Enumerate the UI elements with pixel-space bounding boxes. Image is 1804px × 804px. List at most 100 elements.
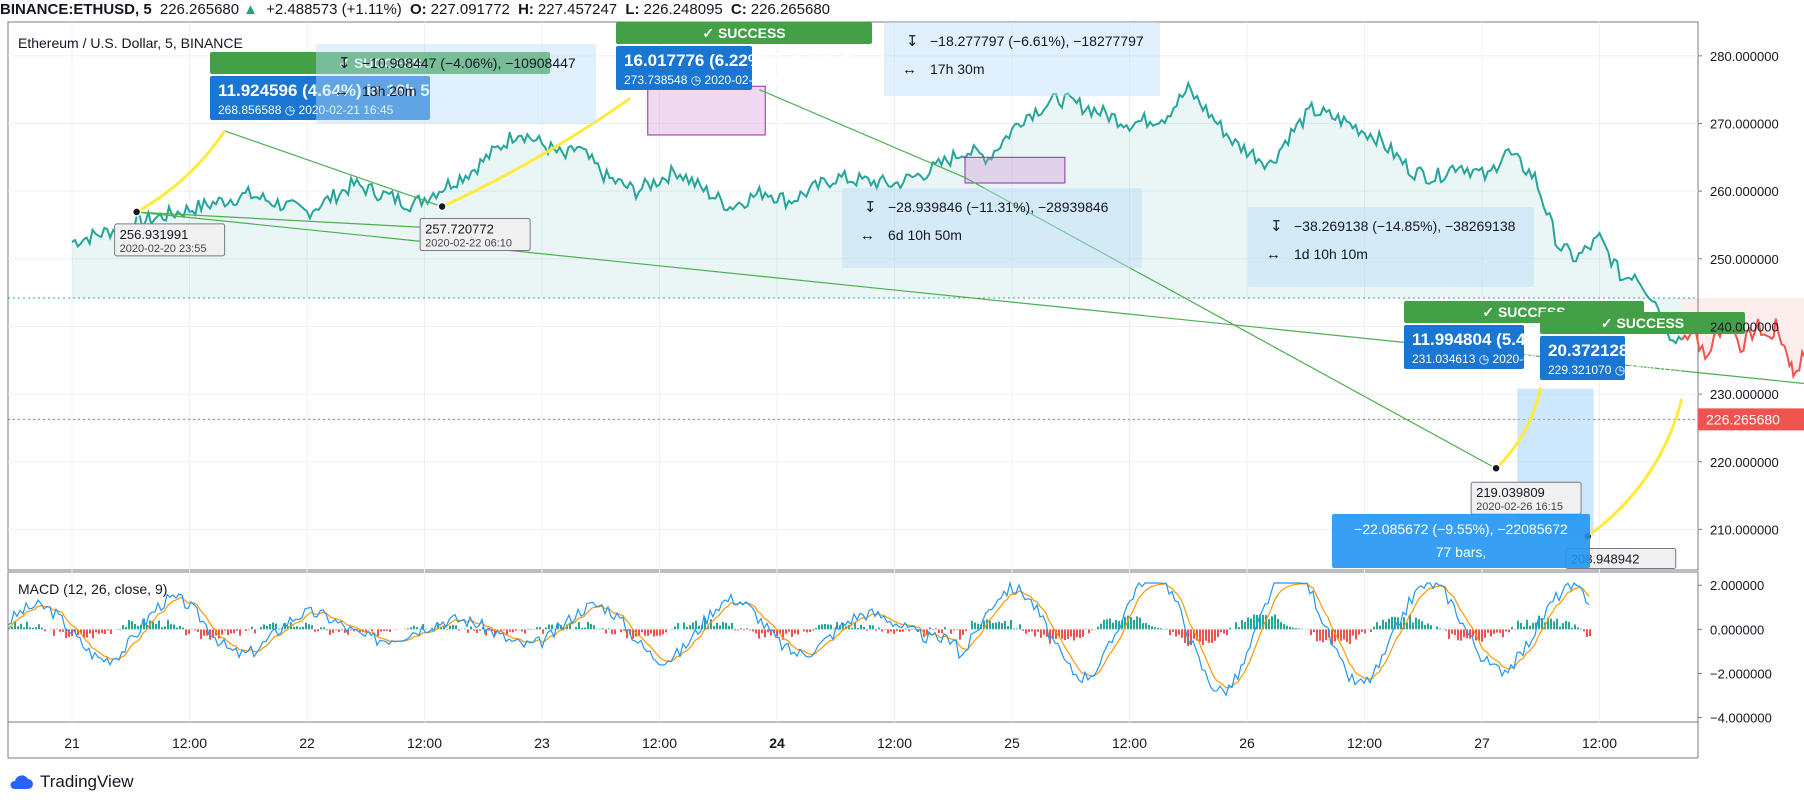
macd-bar: [1451, 629, 1453, 634]
macd-bar: [779, 629, 781, 635]
measure-price-label: −18.277797 (−6.61%), −18277797: [930, 33, 1144, 49]
macd-bar: [749, 629, 751, 631]
macd-bar: [416, 627, 418, 630]
macd-bar: [1229, 627, 1231, 630]
macd-bar: [1325, 629, 1327, 641]
success-annotation: ✓ SUCCESS 11.924596 (4.64%) in 16h 50m 268…: [210, 52, 550, 120]
macd-bar: [44, 629, 46, 632]
macd-bar: [1034, 629, 1036, 637]
macd-bar: [926, 629, 928, 636]
macd-bar: [53, 629, 55, 636]
macd-bar: [824, 623, 826, 630]
macd-bar: [554, 629, 556, 631]
macd-bar: [65, 629, 67, 639]
measure-time-label: 13h 20m: [362, 83, 416, 99]
macd-bar: [89, 629, 91, 634]
macd-bar: [1457, 629, 1459, 641]
macd-bar: [1250, 618, 1252, 630]
macd-bar: [581, 628, 583, 630]
measure-price-label: −28.939846 (−11.31%), −28939846: [888, 199, 1109, 215]
success-price-label: 231.034613 ◷ 2020-02-: [1412, 352, 1541, 366]
measure-price-label: −10.908447 (−4.06%), −10908447: [362, 55, 576, 71]
macd-bar: [446, 629, 448, 631]
measure-box: [1248, 207, 1534, 287]
macd-bar: [32, 627, 34, 630]
macd-bar: [422, 624, 424, 630]
macd-bar: [782, 629, 784, 640]
macd-bar: [1136, 616, 1138, 630]
macd-bar: [1379, 625, 1381, 630]
macd-bar: [1016, 628, 1018, 630]
macd-bar: [1211, 629, 1213, 643]
macd-bar: [1052, 629, 1054, 639]
macd-bar: [1382, 619, 1384, 630]
macd-bar: [344, 629, 346, 633]
macd-bar: [1388, 618, 1390, 630]
success-gain-label: 11.924596 (4.64%) in 16h 50m: [218, 81, 454, 100]
macd-bar: [998, 621, 1000, 630]
macd-bar: [941, 629, 943, 634]
macd-bar: [182, 627, 184, 630]
macd-bar: [638, 629, 640, 636]
macd-bar: [1193, 629, 1195, 639]
symbol-name: BINANCE:ETHUSD, 5: [0, 1, 152, 18]
macd-bar: [1376, 622, 1378, 630]
macd-bar: [62, 629, 64, 632]
point-label-box: [419, 218, 531, 252]
tradingview-logo[interactable]: TradingView: [8, 770, 134, 794]
macd-bar: [1340, 629, 1342, 641]
macd-bar: [1109, 618, 1111, 630]
macd-histogram: [8, 614, 1591, 646]
price-range-icon: ↧: [906, 33, 919, 50]
macd-bar: [503, 629, 505, 631]
macd-bar: [185, 629, 187, 636]
time-tick-label: 26: [1239, 735, 1255, 751]
price-tick-label: 260.000000: [1710, 184, 1779, 199]
macd-bar: [1235, 622, 1237, 630]
macd-bar: [1430, 625, 1432, 630]
macd-bar: [1391, 616, 1393, 630]
yellow-arrow: [1586, 398, 1684, 538]
macd-bar: [1115, 619, 1117, 630]
macd-bar: [353, 629, 355, 632]
macd-bar: [704, 617, 706, 630]
macd-bar: [410, 627, 412, 630]
macd-bar: [1499, 629, 1501, 633]
macd-bar: [551, 624, 553, 630]
macd-bar: [542, 629, 544, 634]
macd-bar: [305, 622, 307, 630]
macd-bar: [593, 625, 595, 630]
trend-line: [224, 130, 443, 208]
macd-bar: [1022, 629, 1024, 631]
macd-bar: [1103, 619, 1105, 630]
macd-bar: [1181, 629, 1183, 638]
macd-bar: [659, 629, 661, 636]
macd-bar: [827, 624, 829, 630]
macd-bar: [1505, 629, 1507, 632]
macd-bar: [218, 629, 220, 639]
macd-bar: [125, 626, 127, 630]
macd-bar: [380, 629, 382, 632]
macd-bar: [377, 629, 379, 637]
yellow-arrow: [135, 130, 226, 214]
macd-bar: [527, 628, 529, 630]
macd-bar: [950, 629, 952, 634]
macd-bar: [1088, 629, 1090, 634]
macd-bar: [908, 629, 910, 632]
measure-time-label: 17h 30m: [930, 61, 984, 77]
macd-bar: [974, 622, 976, 630]
success-annotation: ✓ SUCCESS 20.372128 (9.75%) 229.321070 ◷ 2…: [1540, 312, 1745, 380]
price-change: +2.488573 (+1.11%): [266, 1, 402, 18]
macd-bar: [20, 623, 22, 630]
macd-bar: [935, 628, 937, 630]
macd-bar: [95, 629, 97, 633]
last-price-tag: [1698, 408, 1804, 431]
macd-bar: [155, 623, 157, 630]
macd-bar: [1025, 629, 1027, 634]
macd-bar: [725, 622, 727, 630]
macd-bar: [1547, 617, 1549, 630]
macd-bar: [1310, 629, 1312, 636]
macd-bar: [1565, 620, 1567, 630]
